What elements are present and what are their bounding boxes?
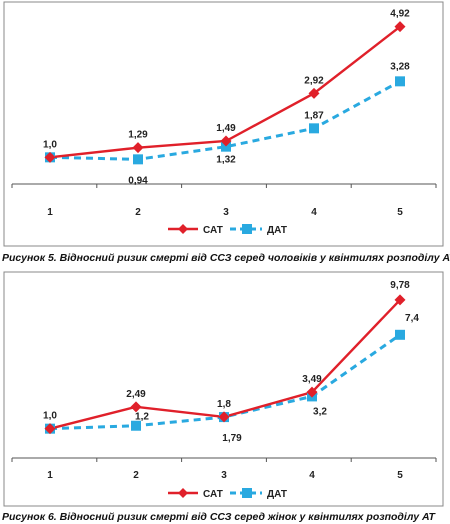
x-tick-label: 4	[309, 470, 315, 481]
chart-frame	[3, 1, 444, 247]
x-tick-label: 1	[47, 207, 53, 218]
data-point-dat	[221, 141, 231, 152]
x-tick-label: 5	[397, 470, 403, 481]
x-tick-label: 4	[311, 207, 317, 218]
data-label-sat: 1,8	[217, 399, 231, 410]
data-point-dat	[395, 329, 405, 340]
data-point-dat	[395, 76, 405, 87]
data-label-dat: 1,32	[216, 155, 236, 166]
x-tick-label: 3	[223, 207, 229, 218]
data-point-sat	[44, 151, 56, 163]
x-tick-label: 2	[135, 207, 141, 218]
data-point-sat	[130, 401, 142, 413]
data-point-dat	[309, 123, 319, 134]
legend-marker-sat	[178, 224, 188, 234]
legend-label-sat: САТ	[203, 489, 223, 500]
data-point-sat	[308, 87, 320, 99]
data-point-dat	[133, 154, 143, 165]
chart-frame	[3, 271, 444, 507]
data-label-dat: 3,28	[390, 61, 410, 72]
data-label-dat: 1,79	[222, 433, 242, 444]
legend-marker-dat	[242, 224, 252, 234]
x-tick-label: 2	[133, 470, 139, 481]
data-point-sat	[132, 142, 144, 154]
data-point-sat	[306, 386, 318, 398]
data-label-sat: 1,0	[43, 411, 57, 422]
data-label-dat: 3,2	[313, 406, 327, 417]
data-label-sat: 1,49	[216, 123, 236, 134]
chart-women: 1 2 3 4 5 1,0 2,49 1,8 3,49 9,78 1,2 1,79 3,2 7,4 САТ Д…	[3, 271, 444, 507]
chart-panel-men: 1 2 3 4 5 1,0 1,29 1,49 2,92 4,92 0,94 1,32 1,87 3,28…	[0, 0, 450, 250]
data-label-dat: 1,2	[135, 412, 149, 423]
legend-label-sat: САТ	[203, 225, 223, 236]
x-tick-label: 1	[47, 470, 53, 481]
data-point-sat	[394, 294, 406, 306]
data-label-dat: 7,4	[405, 313, 419, 324]
data-point-sat	[394, 21, 406, 33]
data-label-sat: 1,0	[43, 139, 57, 150]
chart-panel-women: 1 2 3 4 5 1,0 2,49 1,8 3,49 9,78 1,2 1,79 3,2 7,4 САТ Д…	[0, 270, 450, 510]
data-point-sat	[44, 423, 56, 435]
data-point-sat	[220, 135, 232, 147]
data-label-sat: 4,92	[390, 9, 410, 20]
legend-marker-dat	[242, 488, 252, 498]
data-label-dat: 0,94	[128, 175, 148, 186]
data-point-dat	[131, 420, 141, 431]
chart-caption-women: Рисунок 6. Відносний ризик смерті від СС…	[2, 511, 435, 523]
legend-marker-sat	[178, 488, 188, 498]
chart-men: 1 2 3 4 5 1,0 1,29 1,49 2,92 4,92 0,94 1,32 1,87 3,28…	[3, 1, 444, 247]
legend-label-dat: ДАТ	[267, 225, 287, 236]
x-tick-label: 5	[397, 207, 403, 218]
x-tick-label: 3	[221, 470, 227, 481]
legend-label-dat: ДАТ	[267, 489, 287, 500]
data-label-dat: 1,87	[304, 110, 324, 121]
chart-legend: САТ ДАТ	[168, 488, 287, 500]
data-label-sat: 1,29	[128, 130, 148, 141]
data-label-sat: 9,78	[390, 280, 410, 291]
data-point-sat	[218, 411, 230, 423]
chart-legend: САТ ДАТ	[168, 224, 287, 236]
data-label-sat: 2,92	[304, 75, 324, 86]
data-label-sat: 2,49	[126, 389, 146, 400]
data-label-sat: 3,49	[302, 374, 322, 385]
chart-caption-men: Рисунок 5. Відносний ризик смерті від СС…	[2, 252, 450, 264]
